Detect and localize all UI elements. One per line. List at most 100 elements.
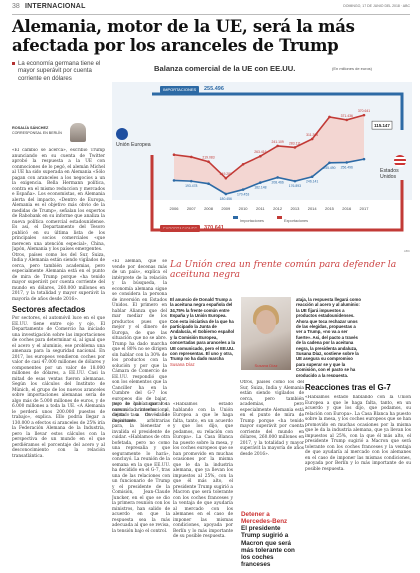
data-point	[328, 161, 331, 165]
data-point	[362, 113, 366, 117]
interview-a: ataja, la respuesta llegará como reacció…	[296, 297, 362, 377]
interview-signature: Susana Díaz	[170, 361, 195, 367]
imports-arrow	[152, 92, 404, 130]
x-tick-label: 2007	[187, 206, 197, 211]
data-point	[189, 155, 193, 159]
legend-swatch-0	[233, 216, 238, 219]
data-point	[224, 192, 228, 196]
photo-face	[256, 310, 276, 334]
us-flag-icon	[394, 155, 406, 167]
data-label: 249.281	[220, 172, 232, 176]
data-point	[276, 144, 279, 148]
balance-box	[371, 120, 393, 130]
data-point	[293, 179, 297, 183]
data-label: 283.111	[289, 141, 301, 145]
x-tick-label: 2013	[290, 206, 300, 211]
data-label: 255.490	[323, 166, 335, 170]
byline-role: CORRESPONSAL EN BERLÍN	[12, 130, 62, 135]
data-point	[241, 188, 245, 191]
data-label: 256.496	[341, 165, 353, 169]
data-point	[259, 181, 262, 184]
deck-item: La economía germana tiene el mayor super…	[12, 60, 110, 82]
x-tick-label: 2012	[273, 206, 283, 211]
data-point	[276, 176, 279, 179]
x-tick-label: 2008	[204, 206, 214, 211]
data-label: 170.453	[237, 193, 249, 197]
section-title: INTERNACIONAL	[25, 3, 86, 10]
column-mid-bottom: Bajo de que disparar la comunidad intern…	[112, 402, 170, 568]
x-tick-label: 2010	[239, 206, 249, 211]
body-paragraph: Por sectores, el automóvil luce en el qu…	[12, 316, 105, 459]
data-point	[189, 179, 193, 183]
x-tick-label: 2011	[256, 206, 265, 211]
data-label: 311.306	[306, 133, 318, 137]
detener-title: El presidente Trump sugirió a Macron que…	[241, 525, 295, 569]
column-four: Otros, países como los del Sur, Suiza, I…	[240, 380, 304, 508]
body-paragraph: Otros, países como los del Sur, Suiza, I…	[240, 380, 304, 457]
x-tick-label: 2006	[170, 206, 180, 211]
data-point	[345, 161, 349, 164]
page-number: 38	[12, 3, 20, 10]
page-header: 38 INTERNACIONAL DOMINGO, 17 DE JUNIO DE…	[12, 3, 410, 15]
column-right: «Habíamos estado hablando con la Unión E…	[305, 395, 411, 570]
data-label: 370.641	[358, 109, 370, 113]
photo-caption: Susana Díaz	[254, 363, 278, 368]
column-mid-top: «El alemán, que se vende por decenas más…	[112, 259, 167, 570]
subhead: Sectores afectados	[12, 305, 86, 314]
chart-title: Balanza comercial de la UE con EE.UU.	[154, 64, 296, 73]
x-tick-label: 2017	[360, 206, 370, 211]
data-point	[293, 146, 297, 149]
chart-source: ABC	[403, 249, 410, 253]
eu-flag-icon	[116, 128, 128, 140]
legend-imports: Importaciones	[240, 219, 264, 223]
x-tick-label: 2016	[342, 206, 352, 211]
imports-total: 255.496	[204, 86, 224, 92]
data-label: 176.893	[289, 184, 301, 188]
headline: Alemania, motor de la UE, será la más af…	[12, 17, 355, 55]
data-point	[310, 137, 314, 141]
data-point	[362, 157, 366, 161]
series-line-1	[173, 114, 365, 180]
legend-exports: Exportaciones	[284, 219, 309, 223]
data-label: 246.141	[306, 180, 318, 184]
body-paragraph: «El alemán, que se vende por decenas más…	[112, 259, 167, 424]
exports-total: 370.641	[204, 225, 224, 231]
x-tick-label: 2009	[221, 206, 231, 211]
data-label: 193.478	[185, 184, 197, 188]
header-rule	[12, 14, 410, 15]
trade-balance-chart: Balanza comercial de la UE con EE.UU. (E…	[112, 60, 412, 256]
detener-box: Detener a Mercedes-Benz El presidente Tr…	[241, 511, 301, 569]
deck: La economía germana tiene el mayor super…	[12, 60, 110, 86]
data-point	[207, 182, 210, 185]
data-label: 180.456	[220, 197, 232, 201]
avatar	[70, 123, 86, 142]
data-point	[241, 162, 245, 166]
byline: ROSALÍA SÁNCHEZ CORRESPONSAL EN BERLÍN	[12, 123, 92, 142]
date-line: DOMINGO, 17 DE JUNIO DEL 2018 · ABC	[343, 4, 410, 8]
data-point	[224, 176, 228, 180]
body-paragraph: Otros, países como los del Sur, Suiza, I…	[12, 252, 105, 302]
detener-kicker: Detener a Mercedes-Benz	[241, 511, 288, 525]
data-point	[172, 179, 176, 182]
region-us: Estados Unidos	[380, 168, 399, 180]
data-point	[310, 175, 314, 179]
chart-unit: (En millones de euros)	[332, 66, 373, 71]
interview-q: El anuncio de Donald Trump a la aceituna…	[170, 297, 236, 397]
data-label: 241.109	[272, 140, 284, 144]
body-paragraph: Bajo de que disparar la comunidad intern…	[112, 402, 170, 534]
data-label: 371.436	[341, 114, 353, 118]
data-point	[345, 118, 349, 122]
interview-answer: ataja, la respuesta llegará como reacció…	[296, 297, 361, 377]
x-tick-label: 2015	[325, 206, 335, 211]
legend-swatch-1	[277, 216, 282, 219]
body-paragraph: «Habíamos estado hablando con la Unión E…	[305, 395, 411, 472]
data-point	[207, 160, 210, 163]
exports-arrow	[150, 155, 404, 232]
body-paragraph: «Habíamos estado hablando con la Unión E…	[173, 402, 233, 539]
column-left: «El cambio se acerca», escribió Trump an…	[12, 148, 105, 568]
data-point	[328, 115, 331, 119]
portrait-photo: Susana Díaz	[241, 297, 291, 370]
byline-name: ROSALÍA SÁNCHEZ	[12, 126, 49, 130]
data-label: 219.083	[202, 156, 214, 160]
subhead-reacciones: Reacciones tras el G-7	[305, 383, 391, 392]
